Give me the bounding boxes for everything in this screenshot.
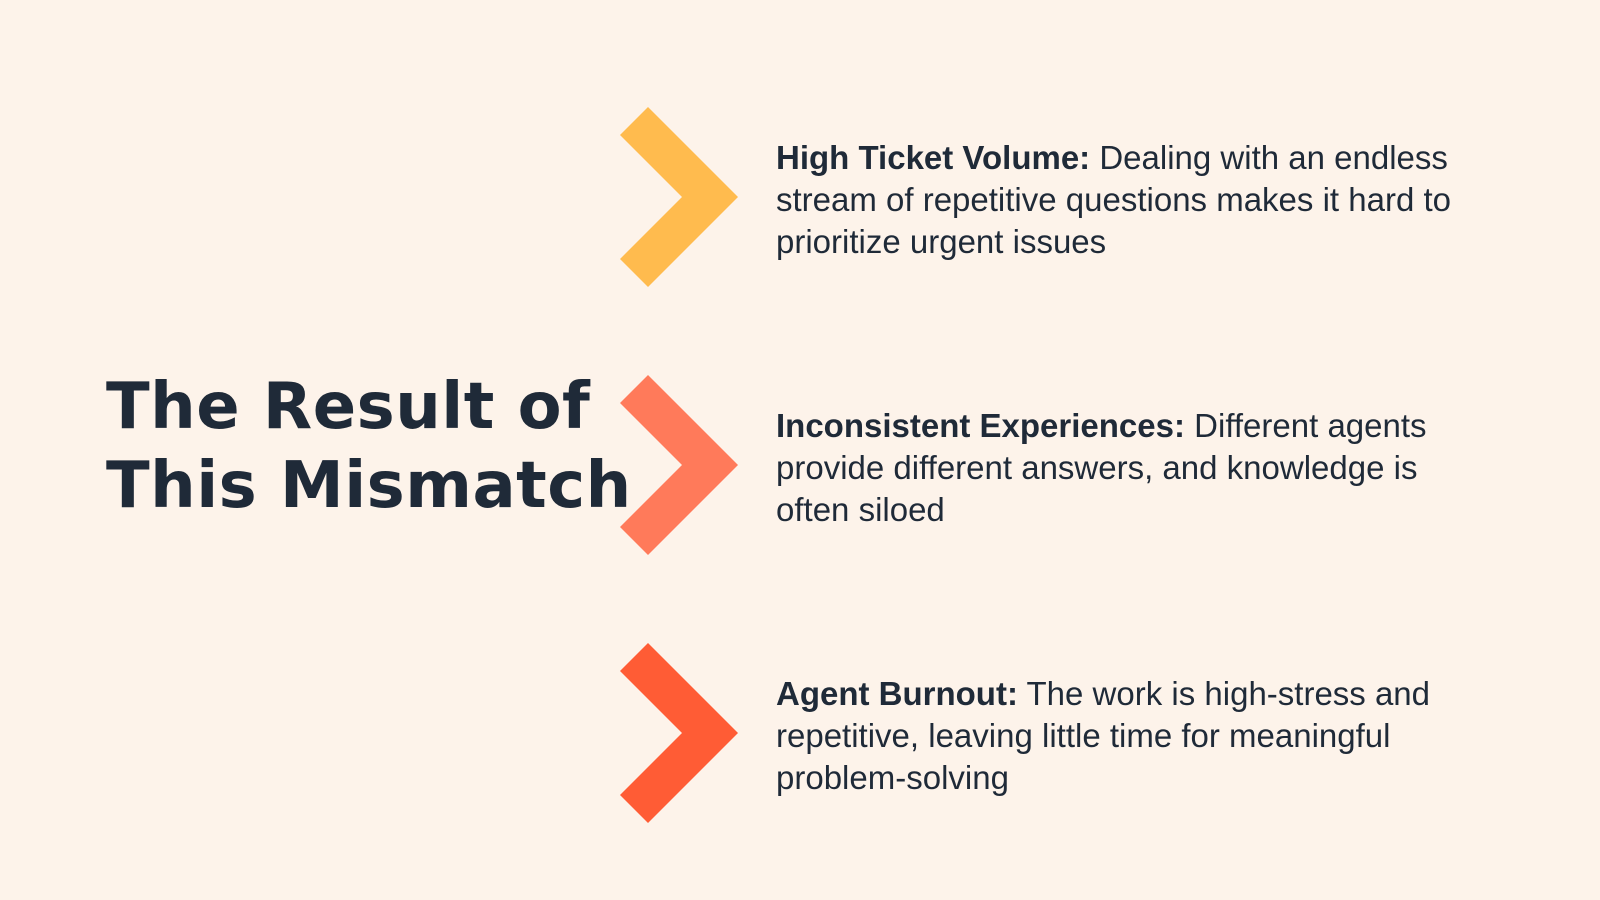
list-item-term: Agent Burnout: [776,675,1018,712]
list-item-description: The work is high-stress and repetitive, … [776,675,1431,796]
list-item-agent-burnout: Agent Burnout: The work is high-stress a… [0,643,1600,823]
list-item-inconsistent-experiences: Inconsistent Experiences: Different agen… [0,375,1600,555]
list-item-term: High Ticket Volume: [776,139,1091,176]
list-item-description: Dealing with an endless stream of repeti… [776,139,1451,260]
list-item-text: Agent Burnout: The work is high-stress a… [776,673,1476,799]
list-item-text: Inconsistent Experiences: Different agen… [776,405,1476,531]
list-item-text: High Ticket Volume: Dealing with an endl… [776,137,1476,263]
slide-title-line-1: The Result of [106,370,591,444]
chevron-right-icon [620,107,738,287]
chevron-right-icon [620,375,738,555]
list-item-term: Inconsistent Experiences: [776,407,1185,444]
slide-title-line-2: This Mismatch [106,449,632,523]
list-item-description: Different agents provide different answe… [776,407,1427,528]
list-item-high-ticket-volume: High Ticket Volume: Dealing with an endl… [0,107,1600,287]
slide-title: The Result of This Mismatch [106,368,632,526]
chevron-right-icon [620,643,738,823]
